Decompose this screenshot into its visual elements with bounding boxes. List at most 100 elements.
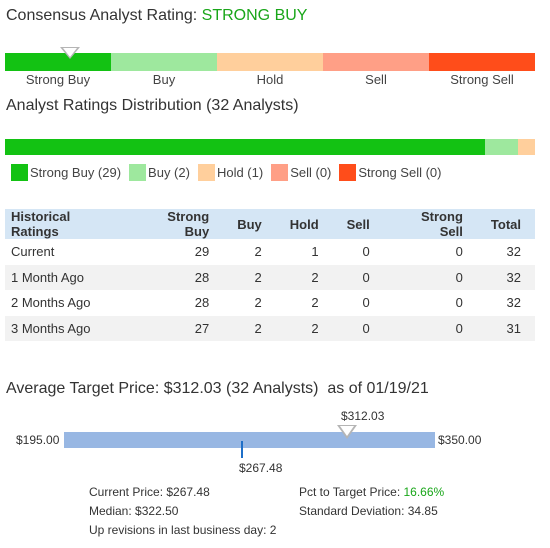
table-row: Current 29 2 1 0 0 32 <box>5 239 535 265</box>
cell-hold: 1 <box>311 244 319 260</box>
table-row: 2 Months Ago 28 2 2 0 0 32 <box>5 290 535 316</box>
pct-to-target-label: Pct to Target Price: <box>299 485 401 499</box>
cell-sell: 0 <box>332 315 384 341</box>
up-revisions-stat: Up revisions in last business day: 2 <box>89 523 276 537</box>
legend-item-strong-buy: Strong Buy (29) <box>11 164 121 181</box>
cell-buy: 2 <box>254 295 262 311</box>
column-header-sell: Sell <box>332 209 384 239</box>
legend-label-buy: Buy (2) <box>148 165 190 180</box>
cell-strong-buy: 28 <box>128 264 224 290</box>
legend-item-strong-sell: Strong Sell (0) <box>339 164 441 181</box>
cell-strong-sell: 0 <box>455 295 463 311</box>
current-price-value: $267.48 <box>166 485 210 499</box>
scale-segment-buy <box>111 53 217 71</box>
scale-segment-sell <box>323 53 429 71</box>
distribution-bar <box>5 139 535 155</box>
legend-item-hold: Hold (1) <box>197 164 264 181</box>
median-stat: Median: $322.50 <box>89 504 178 518</box>
cell-sell: 0 <box>362 244 370 260</box>
historical-ratings-table: Historical Ratings Strong Buy Buy Hold S… <box>5 209 535 341</box>
cell-total: 32 <box>476 264 535 290</box>
legend-label-hold: Hold (1) <box>216 165 264 180</box>
consensus-scale-labels: Strong Buy Buy Hold Sell Strong Sell <box>5 72 535 87</box>
scale-label-strong-sell: Strong Sell <box>450 72 514 87</box>
median-value: $322.50 <box>135 504 179 518</box>
up-revisions-label: Up revisions in last business day: <box>89 523 267 537</box>
cell-total: 32 <box>506 244 521 260</box>
median-label: Median: <box>89 504 132 518</box>
pct-to-target-stat: Pct to Target Price: 16.66% <box>299 485 444 499</box>
distribution-segment-strong-buy <box>5 139 486 155</box>
consensus-rating-scale <box>5 53 535 71</box>
current-price-marker <box>241 441 243 458</box>
target-low-value: $195.00 <box>16 433 60 447</box>
row-period: 1 Month Ago <box>5 264 129 290</box>
std-dev-value: 34.85 <box>407 504 438 518</box>
cell-strong-sell: 0 <box>383 315 477 341</box>
legend-item-sell: Sell (0) <box>271 164 331 181</box>
legend-swatch-sell <box>271 164 289 181</box>
cell-buy: 2 <box>254 244 262 260</box>
up-revisions-value: 2 <box>269 523 277 537</box>
column-header-hold: Hold <box>275 209 333 239</box>
average-target-pointer-icon <box>337 425 357 439</box>
pct-to-target-value: 16.66% <box>403 485 445 499</box>
distribution-title: Analyst Ratings Distribution (32 Analyst… <box>6 97 299 114</box>
scale-label-buy: Buy <box>152 72 176 87</box>
column-header-strong-buy: Strong Buy <box>128 209 224 239</box>
target-high-value: $350.00 <box>438 433 482 447</box>
table-row: 3 Months Ago 27 2 2 0 0 31 <box>5 315 535 341</box>
table-row: 1 Month Ago 28 2 2 0 0 32 <box>5 264 535 290</box>
std-dev-label: Standard Deviation: <box>299 504 405 518</box>
cell-strong-buy: 28 <box>194 295 210 311</box>
legend-item-buy: Buy (2) <box>129 164 190 181</box>
row-period: 2 Months Ago <box>11 295 91 311</box>
target-price-range-bar <box>64 432 435 448</box>
std-dev-stat: Standard Deviation: 34.85 <box>299 504 438 518</box>
consensus-pointer-icon <box>60 47 80 59</box>
average-target-value: $312.03 <box>341 409 385 423</box>
scale-label-strong-buy: Strong Buy <box>25 72 91 87</box>
legend-label-sell: Sell (0) <box>290 165 332 180</box>
legend-swatch-strong-sell <box>339 164 357 181</box>
cell-sell: 0 <box>332 264 384 290</box>
column-header-strong-sell: Strong Sell <box>383 209 477 239</box>
current-price-stat: Current Price: $267.48 <box>89 485 210 499</box>
column-header-total: Total <box>476 209 535 239</box>
consensus-title-prefix: Consensus Analyst Rating: <box>6 7 198 24</box>
distribution-legend: Strong Buy (29) Buy (2) Hold (1) Sell (0… <box>11 164 449 181</box>
cell-sell: 0 <box>362 295 370 311</box>
scale-segment-strong-buy <box>5 53 111 71</box>
table-header-row: Historical Ratings Strong Buy Buy Hold S… <box>5 209 535 239</box>
scale-segment-strong-sell <box>429 53 535 71</box>
cell-hold: 2 <box>275 315 333 341</box>
current-price-marker-value: $267.48 <box>239 461 283 475</box>
target-price-title: Average Target Price: $312.03 (32 Analys… <box>6 380 429 398</box>
legend-swatch-strong-buy <box>11 164 28 181</box>
current-price-label: Current Price: <box>89 485 164 499</box>
scale-label-hold: Hold <box>256 72 284 87</box>
distribution-segment-hold <box>518 139 535 155</box>
cell-strong-sell: 0 <box>455 244 463 260</box>
consensus-rating-title: Consensus Analyst Rating: STRONG BUY <box>6 7 307 25</box>
distribution-segment-buy <box>485 139 519 155</box>
cell-hold: 2 <box>275 264 333 290</box>
target-price-heading: Average Target Price: $312.03 (32 Analys… <box>6 380 319 397</box>
row-period: 3 Months Ago <box>5 315 129 341</box>
legend-swatch-hold <box>197 164 215 181</box>
target-price-as-of: as of 01/19/21 <box>327 380 429 397</box>
scale-label-sell: Sell <box>365 72 387 87</box>
cell-hold: 2 <box>311 295 319 311</box>
cell-strong-sell: 0 <box>383 264 477 290</box>
column-header-historical-ratings: Historical Ratings <box>5 209 129 239</box>
cell-buy: 2 <box>223 315 276 341</box>
legend-swatch-buy <box>129 164 147 181</box>
legend-label-strong-sell: Strong Sell (0) <box>358 165 442 180</box>
scale-segment-hold <box>217 53 323 71</box>
row-period: Current <box>11 244 55 260</box>
cell-strong-buy: 27 <box>128 315 224 341</box>
cell-buy: 2 <box>223 264 276 290</box>
column-header-buy: Buy <box>223 209 276 239</box>
cell-total: 31 <box>476 315 535 341</box>
consensus-rating-value: STRONG BUY <box>201 7 308 24</box>
